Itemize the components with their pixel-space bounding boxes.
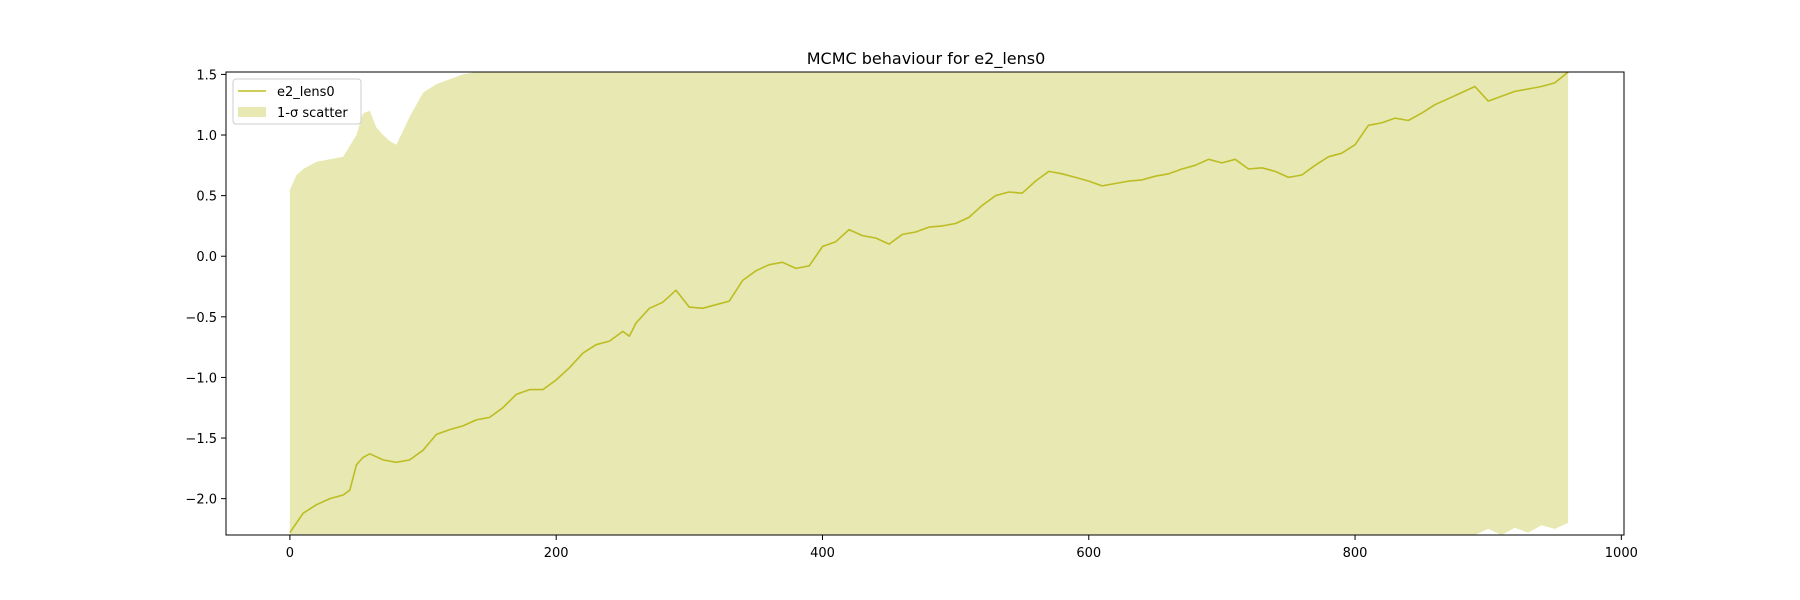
legend-band-label: 1-σ scatter: [277, 106, 348, 121]
plot-area: [289, 72, 1569, 535]
legend-line-label: e2_lens0: [277, 85, 335, 100]
y-tick-label: −1.0: [185, 371, 217, 386]
plot-frame: [225, 71, 1625, 536]
x-tick-label: 0: [286, 546, 294, 561]
x-tick-label: 800: [1343, 546, 1368, 561]
chart-title: MCMC behaviour for e2_lens0: [807, 49, 1046, 69]
y-tick-label: 0.5: [196, 190, 217, 205]
y-tick-label: 1.0: [196, 129, 217, 144]
series-line-0: [289, 72, 1569, 534]
x-tick-label: 200: [544, 546, 569, 561]
x-tick-label: 400: [810, 546, 835, 561]
y-tick-label: −1.5: [185, 432, 217, 447]
legend-band-swatch: [238, 107, 266, 117]
y-tick-label: −2.0: [185, 493, 217, 508]
x-axis: 0 200 400 600 800 1000: [286, 535, 1638, 561]
x-tick-label: 1000: [1605, 546, 1638, 561]
y-tick-label: 1.5: [196, 68, 217, 83]
scatter-band: [289, 72, 1569, 535]
y-tick-label: −0.5: [185, 311, 217, 326]
x-tick-label: 600: [1076, 546, 1101, 561]
y-axis: 1.5 1.0 0.5 0.0 −0.5 −1.0 −1.5 −2.0: [185, 68, 226, 508]
y-tick-label: 0.0: [196, 250, 217, 265]
legend: e2_lens0 1-σ scatter: [232, 78, 362, 125]
